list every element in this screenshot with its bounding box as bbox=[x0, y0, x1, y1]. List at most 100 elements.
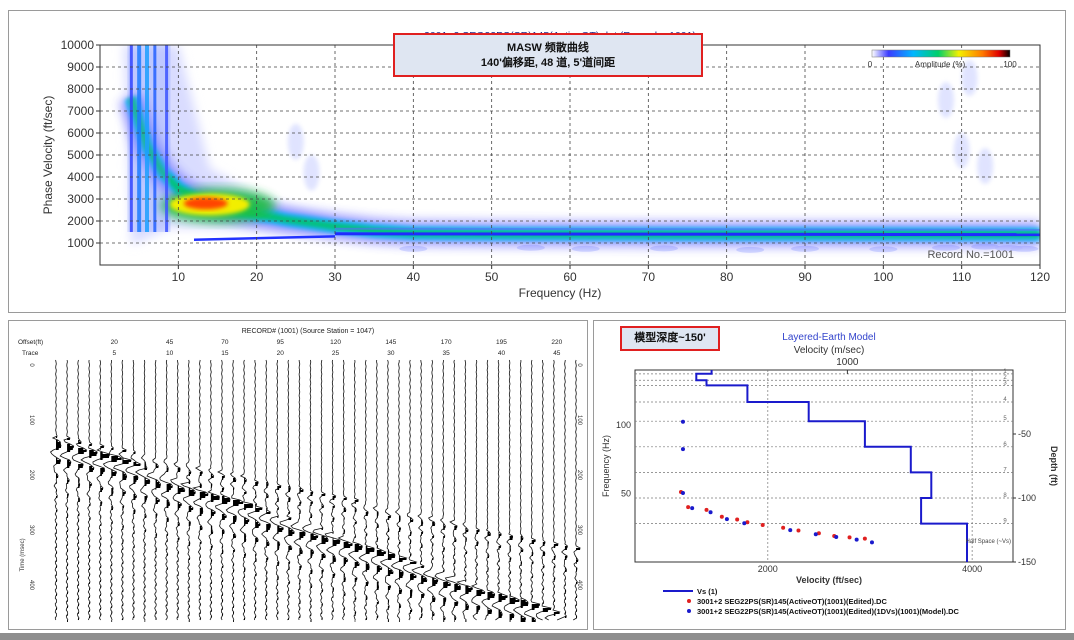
noise-blob bbox=[303, 154, 320, 191]
time-tick-label-left: 100 bbox=[28, 415, 34, 426]
seismic-trace-fill bbox=[387, 516, 395, 622]
seismic-trace-fill bbox=[509, 536, 520, 622]
trace-label: Trace bbox=[22, 350, 39, 357]
seismic-trace bbox=[470, 359, 486, 621]
offset-tick-label: 145 bbox=[385, 339, 396, 346]
seismic-trace bbox=[337, 359, 354, 621]
seismic-trace bbox=[59, 359, 75, 621]
x-tick-label: 110 bbox=[952, 270, 971, 284]
vs-profile-line bbox=[695, 370, 968, 562]
heatmap-layer bbox=[118, 45, 1040, 253]
y-axis-label: Phase Velocity (ft/sec) bbox=[41, 96, 55, 215]
layer-label: 9 bbox=[1003, 519, 1007, 525]
model-dispersion-point bbox=[834, 534, 839, 539]
trace-tick-label: 40 bbox=[498, 350, 506, 357]
x-tick-label: 120 bbox=[1030, 270, 1050, 284]
layer-label: 7 bbox=[1003, 467, 1007, 473]
edited-dispersion-point bbox=[862, 536, 867, 541]
seismic-trace bbox=[125, 359, 142, 621]
y-tick-label: 10000 bbox=[61, 38, 95, 52]
model-dispersion-point bbox=[680, 447, 685, 452]
noise-blob bbox=[977, 148, 994, 184]
traces-layer bbox=[49, 359, 581, 622]
model-dispersion-point bbox=[708, 510, 713, 515]
high-freq-ridge-upper bbox=[334, 227, 1040, 231]
seismic-trace bbox=[535, 359, 553, 621]
seismic-trace bbox=[279, 359, 295, 621]
x-tick-label: 20 bbox=[250, 270, 264, 284]
seismic-trace-fill bbox=[310, 492, 318, 622]
edited-dispersion-point bbox=[719, 514, 724, 519]
depth-tick-label: -100 bbox=[1018, 493, 1036, 503]
seismic-trace-fill bbox=[542, 542, 551, 612]
seismic-trace-fill bbox=[465, 528, 473, 622]
model-x-axis-label: Velocity (ft/sec) bbox=[796, 575, 862, 585]
model-dispersion-point bbox=[690, 506, 695, 511]
seismic-trace bbox=[481, 359, 496, 621]
legend-model-label: 3001+2 SEG22PS(SR)145(ActiveOT)(1001)(Ed… bbox=[697, 607, 960, 616]
seismic-trace-fill bbox=[111, 448, 122, 622]
seismic-trace bbox=[192, 359, 209, 621]
x-tick-label: 70 bbox=[642, 270, 656, 284]
seismic-trace bbox=[312, 359, 329, 621]
legend-edited-swatch bbox=[687, 599, 691, 603]
seismic-trace-fill bbox=[288, 486, 295, 620]
colorbar-label: Amplitude (%) bbox=[915, 60, 966, 69]
high-freq-ridge bbox=[334, 232, 1040, 237]
seismic-trace bbox=[503, 359, 521, 621]
legend-edited-label: 3001+2 SEG22PS(SR)145(ActiveOT)(1001)(Ed… bbox=[697, 597, 887, 606]
model-x-tick-label: 2000 bbox=[758, 564, 778, 574]
model-y-tick-label: 100 bbox=[616, 420, 631, 430]
trace-tick-label: 30 bbox=[387, 350, 395, 357]
y-tick-label: 8000 bbox=[67, 82, 94, 96]
x-tick-label: 50 bbox=[485, 270, 499, 284]
seismic-trace-fill bbox=[321, 494, 329, 620]
time-tick-label-right: 0 bbox=[576, 363, 582, 367]
model-dispersion-point bbox=[742, 521, 747, 526]
edited-dispersion-point bbox=[796, 528, 801, 533]
edited-dispersion-point bbox=[760, 522, 765, 527]
noise-blob bbox=[287, 123, 304, 160]
seismic-trace bbox=[402, 359, 418, 621]
time-tick-label-left: 200 bbox=[28, 470, 34, 481]
colorbar bbox=[871, 49, 1011, 58]
noise-blob bbox=[791, 245, 819, 252]
edited-dispersion-point bbox=[847, 535, 852, 540]
legend-vs-label: Vs (1) bbox=[697, 587, 718, 596]
edited-dispersion-point bbox=[745, 520, 750, 525]
seismic-trace bbox=[512, 360, 529, 621]
y-tick-label: 4000 bbox=[67, 170, 94, 184]
model-dispersion-point bbox=[788, 528, 793, 533]
seismic-trace bbox=[80, 359, 98, 621]
seismic-trace bbox=[324, 359, 341, 621]
x-tick-label: 30 bbox=[328, 270, 342, 284]
model-dispersion-point bbox=[854, 537, 859, 542]
seismic-trace-fill bbox=[343, 498, 353, 616]
y-tick-label: 3000 bbox=[67, 192, 94, 206]
seismic-trace-fill bbox=[177, 468, 185, 618]
seismic-trace bbox=[247, 360, 264, 621]
seismic-trace bbox=[544, 359, 561, 621]
seismic-trace-fill bbox=[199, 472, 209, 620]
low-freq-column bbox=[153, 45, 157, 232]
seismic-trace-fill bbox=[266, 482, 271, 616]
seismogram-chart: RECORD# (1001) (Source Station = 1047) Of… bbox=[18, 328, 582, 622]
offset-tick-label: 70 bbox=[221, 339, 229, 346]
legend-model-swatch bbox=[687, 609, 691, 613]
seismic-trace-fill bbox=[520, 536, 528, 622]
seismic-trace bbox=[444, 359, 462, 621]
y-tick-label: 1000 bbox=[67, 236, 94, 250]
seismic-trace bbox=[113, 359, 132, 621]
seismic-trace-fill bbox=[100, 446, 110, 616]
model-title: Layered-Earth Model bbox=[782, 332, 875, 343]
trace-tick-label: 15 bbox=[221, 350, 229, 357]
model-dispersion-point bbox=[680, 491, 685, 496]
trace-tick-label: 10 bbox=[166, 350, 174, 357]
depth-tick-label: -150 bbox=[1018, 557, 1036, 567]
colorbar-max: 100 bbox=[1003, 60, 1017, 69]
seismic-trace bbox=[434, 359, 452, 621]
top-axis-label: Velocity (m/sec) bbox=[794, 345, 865, 356]
offset-tick-label: 170 bbox=[441, 339, 452, 346]
half-space-label: Half Space (~Vs) bbox=[965, 539, 1011, 545]
seismic-trace bbox=[237, 359, 254, 621]
